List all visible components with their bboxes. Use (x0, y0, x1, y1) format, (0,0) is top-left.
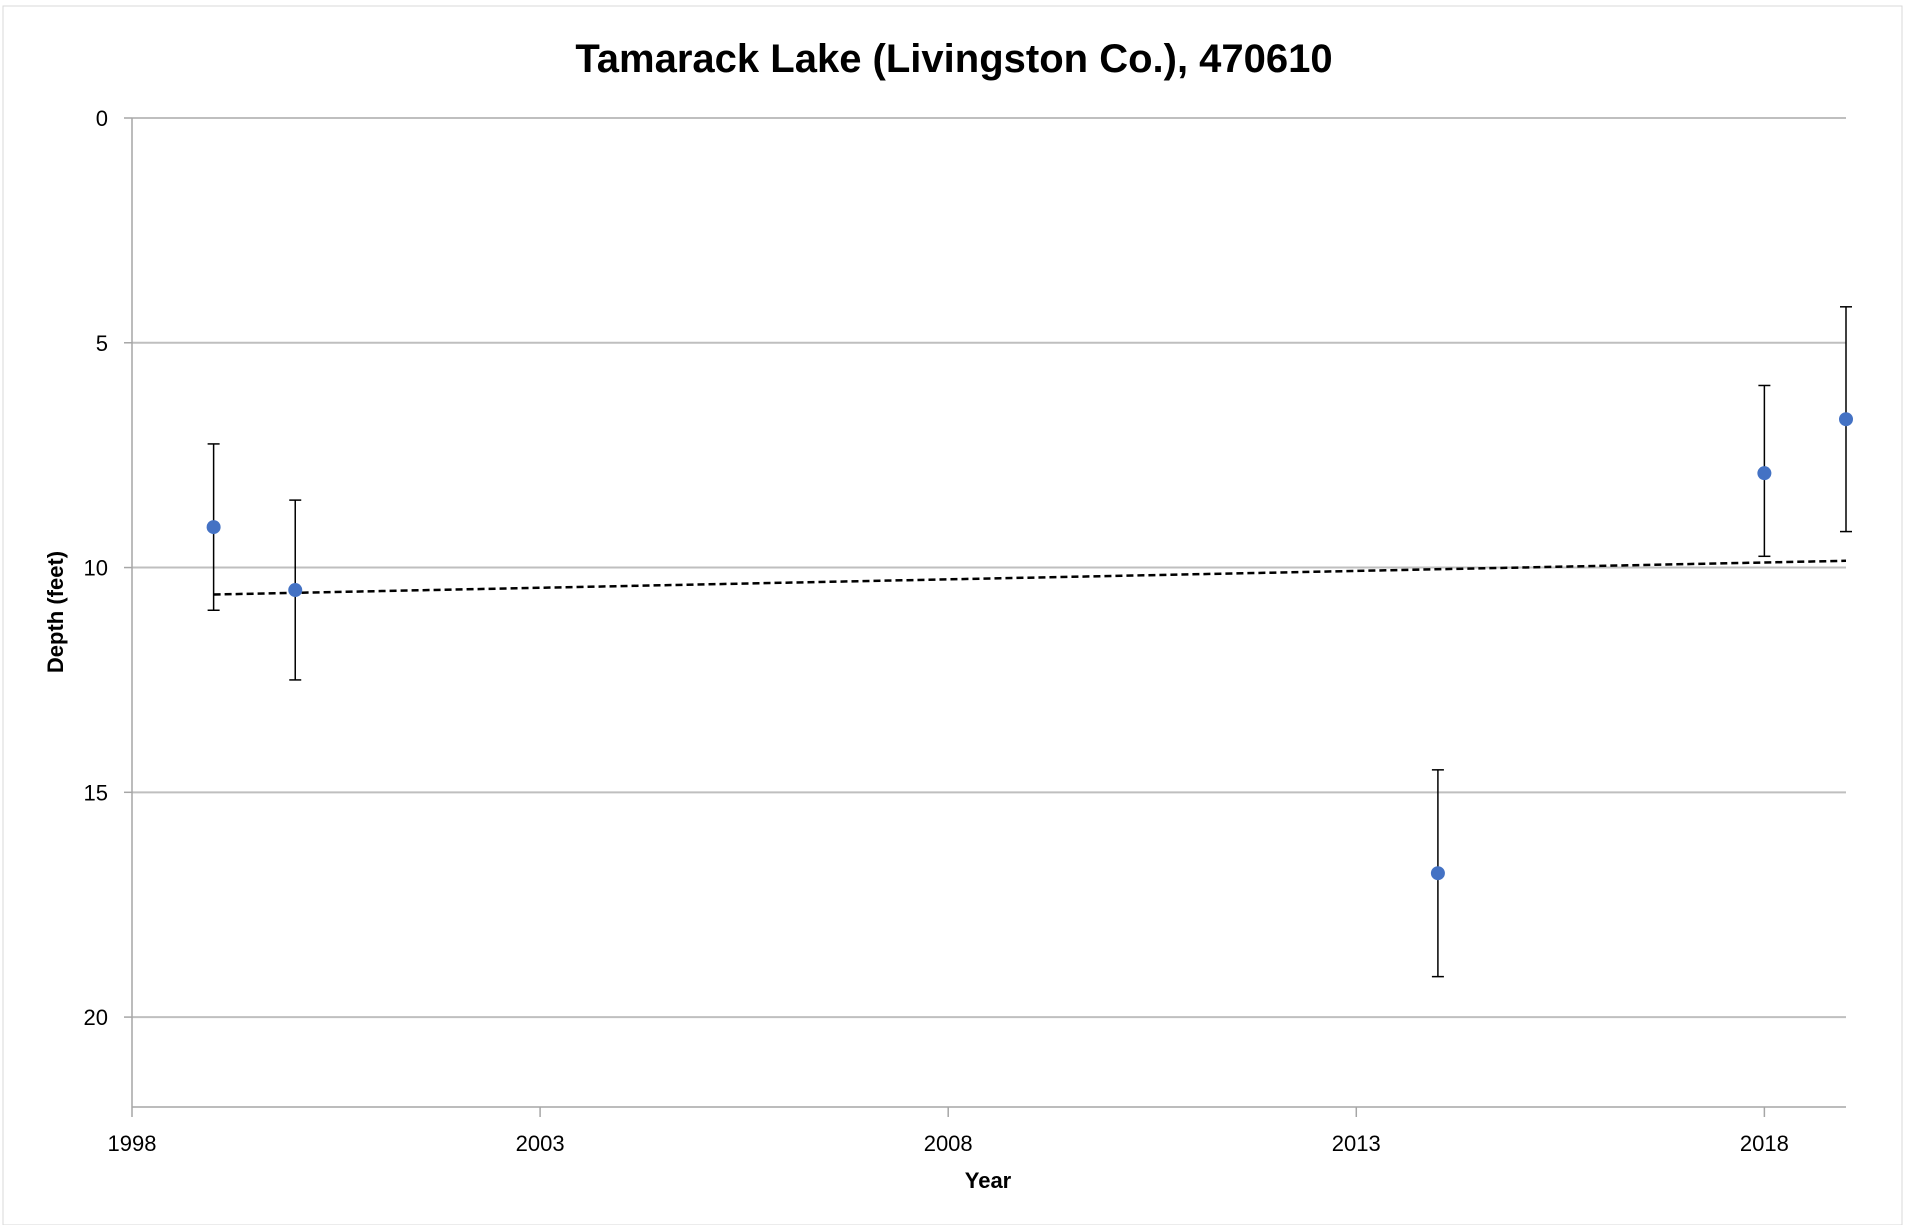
data-point (1757, 466, 1772, 481)
data-point (206, 520, 221, 535)
y-axis-label: Depth (feet) (43, 551, 68, 673)
chart-title: Tamarack Lake (Livingston Co.), 470610 (575, 37, 1332, 81)
trendline (213, 559, 1847, 596)
y-tick-label: 0 (96, 106, 108, 131)
trendline-layer (213, 559, 1847, 596)
x-tick-label: 2008 (924, 1131, 973, 1156)
y-tick-label: 10 (84, 556, 108, 581)
gridlines (132, 117, 1846, 1019)
y-tick-label: 5 (96, 331, 108, 356)
x-tick-label: 2018 (1740, 1131, 1789, 1156)
x-axis-label: Year (965, 1168, 1012, 1193)
data-point-layer (206, 412, 1853, 881)
x-tick-label: 1998 (108, 1131, 157, 1156)
y-tick-label: 15 (84, 780, 108, 805)
x-tick-label: 2013 (1332, 1131, 1381, 1156)
data-point (288, 583, 303, 598)
axes: 0 5 10 15 20 1998 2003 2008 2013 2018 (84, 106, 1846, 1156)
y-tick-label: 20 (84, 1005, 108, 1030)
chart-background (2, 5, 1903, 1226)
data-point (1839, 412, 1853, 427)
data-point (1430, 866, 1445, 881)
x-tick-label: 2003 (516, 1131, 565, 1156)
